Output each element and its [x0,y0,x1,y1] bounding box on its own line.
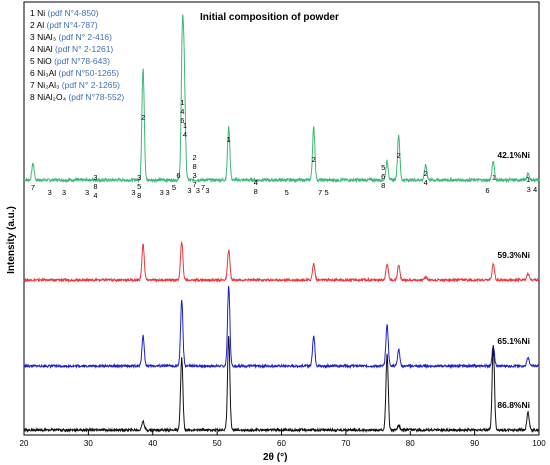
peak-label: 2 [424,169,428,178]
peak-label: 3 [48,188,52,197]
peak-label: 3 [131,188,135,197]
legend-entry: 1 Ni (pdf N°4-850) [30,8,99,18]
peak-label: 2 [193,153,197,162]
x-tick-label: 100 [532,439,546,448]
phase-legend: 1 Ni (pdf N°4-850) 2 Al (pdf N°4-787) 3 Ni… [30,8,124,102]
diffractograms [23,14,540,434]
x-tick-label: 80 [406,439,415,448]
peak-label: 3 [187,186,191,195]
peak-label: 4 [424,178,428,187]
peak-label: 3 [196,186,200,195]
peak-label: 6 [180,116,184,125]
peak-label: 3 [193,171,197,180]
composition-labels: 42.1%Ni 59.3%Ni 65.1%Ni 86.8%Ni [497,150,530,410]
chart-title: Initial composition of powder [200,12,339,23]
series-42.1 [23,14,540,184]
peak-label: 4 [180,107,184,116]
peak-label: 5 [285,188,289,197]
x-ticks: 20 30 40 50 60 70 80 90 100 [20,431,546,448]
peak-label: 1 [227,135,231,144]
peak-label: 1 [180,98,184,107]
legend-entry: 6 Ni₃Al (pdf N°50-1265) [30,68,119,78]
peak-label: 3 [93,173,97,182]
peak-label: 4 [183,130,187,139]
x-tick-label: 50 [213,439,222,448]
series-label: 65.1%Ni [497,336,530,346]
peak-label: 1 [492,173,496,182]
peak-label: 7 [31,183,35,192]
x-tick-label: 60 [277,439,286,448]
peak-label: 8 [137,191,141,200]
peak-label: 1 [526,175,530,184]
x-tick-label: 20 [20,439,29,448]
peak-label: 5 [324,188,328,197]
series-label: 86.8%Ni [497,400,530,410]
series-label: 42.1%Ni [497,150,530,160]
x-tick-label: 40 [148,439,157,448]
peak-label: 3 [62,188,66,197]
y-axis-label: Intensity (a.u.) [6,206,17,274]
peak-label: 3 [165,188,169,197]
peak-label: 8 [254,187,258,196]
peak-label: 2 [397,151,401,160]
legend-entry: 4 NiAl (pdf N° 2-1261) [30,44,113,54]
series-86.8 [23,336,540,434]
peak-label: 3 [527,185,531,194]
legend-entry: 7 Ni₂Al₃ (pdf N° 2-1265) [30,80,120,90]
peak-label: 1 [183,121,187,130]
peak-label: 5 [172,183,176,192]
x-axis-label: 2θ (°) [263,452,287,463]
x-tick-label: 30 [84,439,93,448]
peak-label: 3 [85,188,89,197]
peak-label: 4 [93,191,97,200]
series-65.1 [23,286,540,370]
peak-label: 6 [381,172,385,181]
legend-entry: 5 NiO (pdf N°78-643) [30,56,110,66]
series-59.3 [23,240,540,284]
x-tick-label: 90 [470,439,479,448]
peak-label: 8 [93,182,97,191]
peak-label: 8 [193,162,197,171]
peak-label: 5 [137,182,141,191]
peak-label: 8 [381,181,385,190]
legend-entry: 8 NiAl₂O₄ (pdf N°78-552) [30,92,124,102]
peak-label: 6 [485,186,489,195]
legend-entry: 2 Al (pdf N°4-787) [30,20,98,30]
plot-frame [23,1,540,436]
peak-label: 3 [137,173,141,182]
peak-label: 5 [381,163,385,172]
peak-label: 3 [160,188,164,197]
peak-label: 3 [205,186,209,195]
x-tick-label: 70 [341,439,350,448]
series-label: 59.3%Ni [497,250,530,260]
peak-label: 6 [176,171,180,180]
peak-label: 7 [318,188,322,197]
peak-label: 4 [533,185,537,194]
peak-label: 7 [201,183,205,192]
peak-label: 7 [193,180,197,189]
peak-label: 4 [254,178,258,187]
peak-label: 2 [312,155,316,164]
peak-label: 2 [141,113,145,122]
legend-entry: 3 NiAl₃ (pdf N° 2-416) [30,32,112,42]
